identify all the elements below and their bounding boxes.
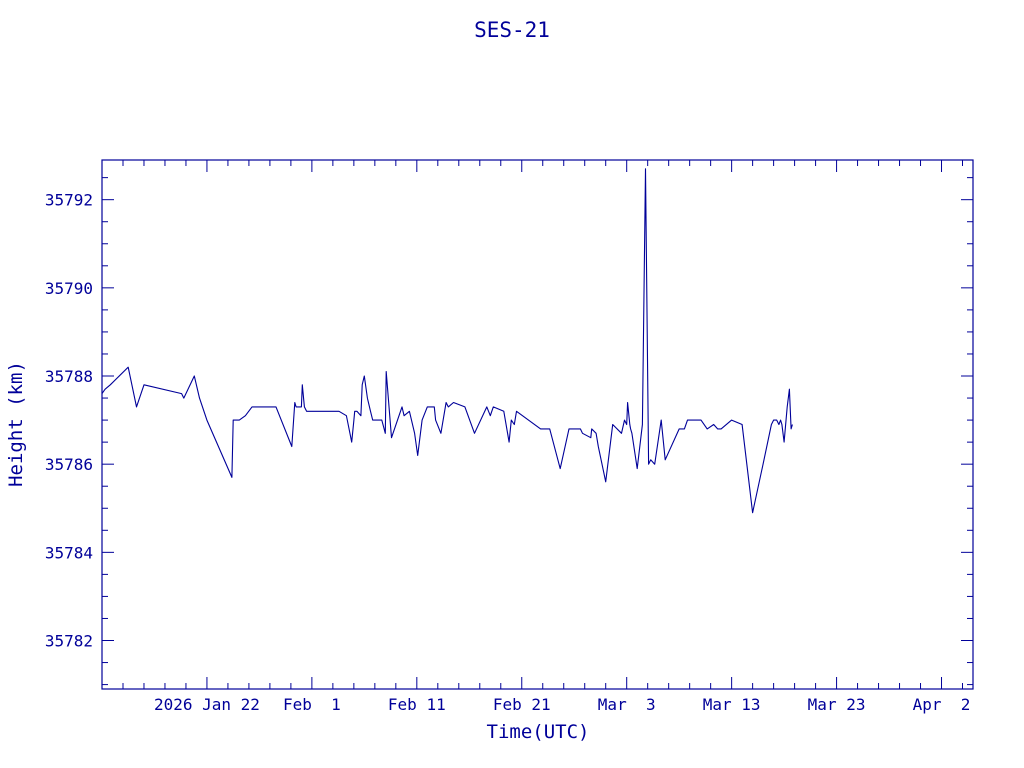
y-tick-label: 35788 (45, 367, 93, 386)
y-axis-title: Height (km) (5, 361, 27, 487)
y-tick-label: 35786 (45, 455, 93, 474)
axis-tick-labels: 35782 35784 35786 35788 35790 35792 2026 Jan 2… (45, 191, 971, 714)
y-tick-label: 35782 (45, 632, 93, 651)
series-line-0 (102, 168, 793, 514)
x-tick-label: Feb 1 (283, 695, 341, 714)
plot-frame (101, 159, 974, 690)
x-tick-label: Feb 11 (388, 695, 446, 714)
x-tick-label: Mar 23 (808, 695, 866, 714)
chart-title: SES-21 (474, 18, 550, 42)
axis-ticks (101, 160, 973, 689)
y-tick-label: 35790 (45, 279, 93, 298)
x-axis-title: Time(UTC) (487, 721, 590, 743)
x-tick-label: 2026 Jan 22 (154, 695, 260, 714)
y-tick-label: 35792 (45, 191, 93, 210)
x-tick-label: Mar 13 (703, 695, 761, 714)
x-tick-label: Feb 21 (493, 695, 551, 714)
x-tick-label: Mar 3 (598, 695, 656, 714)
series-group (102, 168, 793, 514)
y-tick-label: 35784 (45, 543, 93, 562)
x-tick-label: Apr 2 (913, 695, 971, 714)
